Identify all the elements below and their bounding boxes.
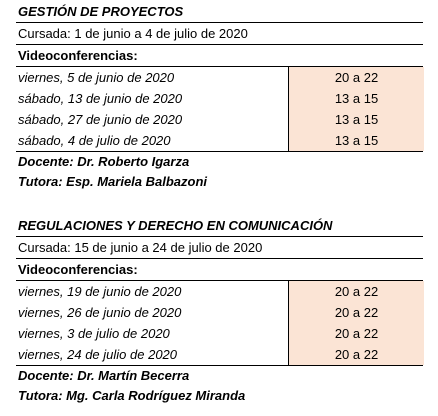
videoconferencias-label: Videoconferencias:	[16, 259, 423, 281]
session-date: sábado, 4 de julio de 2020	[18, 133, 171, 148]
tutora: Tutora: Mg. Carla Rodríguez Miranda	[18, 388, 246, 403]
session-time: 13 a 15	[288, 130, 424, 151]
session-row: viernes, 3 de julio de 2020 20 a 22	[16, 323, 424, 344]
course-gestion-proyectos: GESTIÓN DE PROYECTOS Cursada: 1 de junio…	[16, 2, 424, 192]
cursada-dates: Cursada: 15 de junio a 24 de julio de 20…	[16, 237, 423, 259]
session-row: viernes, 19 de junio de 2020 20 a 22	[16, 281, 424, 302]
session-date: sábado, 13 de junio de 2020	[18, 91, 183, 106]
session-time: 20 a 22	[288, 281, 424, 302]
session-row: viernes, 24 de julio de 2020 20 a 22	[16, 344, 424, 365]
session-date: viernes, 26 de junio de 2020	[18, 305, 182, 320]
sessions-table: viernes, 5 de junio de 2020 20 a 22 sába…	[16, 67, 424, 152]
sessions-table: viernes, 19 de junio de 2020 20 a 22 vie…	[16, 281, 424, 366]
session-time: 20 a 22	[288, 67, 424, 88]
session-row: viernes, 26 de junio de 2020 20 a 22	[16, 302, 424, 323]
course-title: GESTIÓN DE PROYECTOS	[16, 2, 423, 23]
session-date: viernes, 19 de junio de 2020	[18, 284, 182, 299]
session-time: 20 a 22	[288, 323, 424, 344]
session-row: sábado, 4 de julio de 2020 13 a 15	[16, 130, 424, 151]
session-date: viernes, 5 de junio de 2020	[18, 70, 175, 85]
docente: Docente: Dr. Roberto Igarza	[18, 154, 190, 169]
docente: Docente: Dr. Martín Becerra	[18, 368, 190, 383]
videoconferencias-label: Videoconferencias:	[16, 45, 423, 67]
session-date: viernes, 24 de julio de 2020	[18, 347, 178, 362]
course-regulaciones-derecho: REGULACIONES Y DERECHO EN COMUNICACIÓN C…	[16, 216, 424, 406]
tutora: Tutora: Esp. Mariela Balbazoni	[18, 174, 208, 189]
session-date: sábado, 27 de junio de 2020	[18, 112, 183, 127]
session-time: 20 a 22	[288, 344, 424, 365]
course-title: REGULACIONES Y DERECHO EN COMUNICACIÓN	[16, 216, 423, 237]
session-time: 20 a 22	[288, 302, 424, 323]
cursada-dates: Cursada: 1 de junio a 4 de julio de 2020	[16, 23, 423, 45]
session-date: viernes, 3 de julio de 2020	[18, 326, 170, 341]
session-time: 13 a 15	[288, 88, 424, 109]
session-time: 13 a 15	[288, 109, 424, 130]
session-row: sábado, 13 de junio de 2020 13 a 15	[16, 88, 424, 109]
session-row: sábado, 27 de junio de 2020 13 a 15	[16, 109, 424, 130]
session-row: viernes, 5 de junio de 2020 20 a 22	[16, 67, 424, 88]
